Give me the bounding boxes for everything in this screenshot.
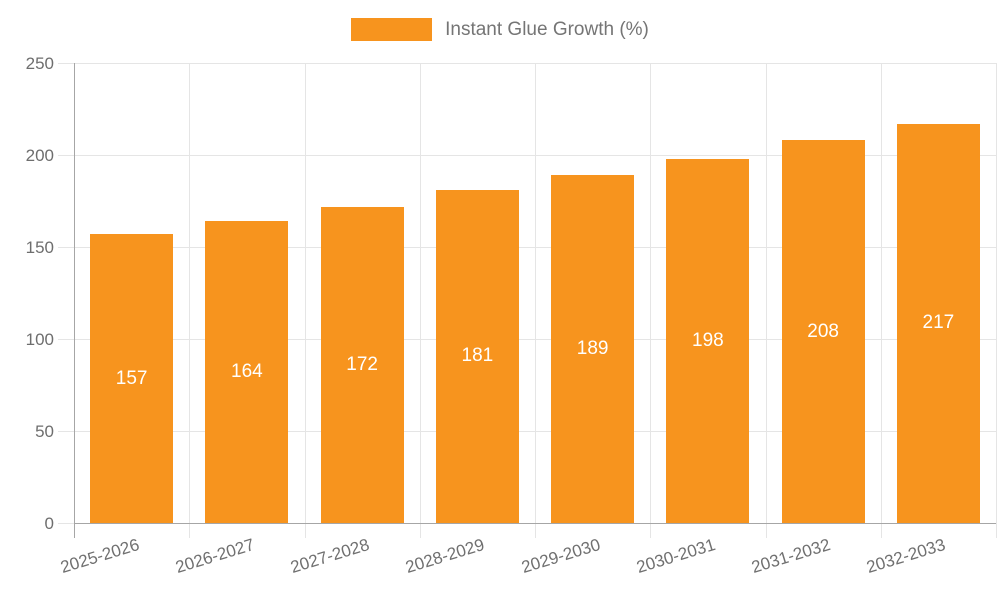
bar-value-label: 157 — [115, 367, 148, 389]
x-tick-mark — [765, 523, 767, 538]
y-tick-label: 100 — [25, 330, 54, 349]
x-gridline — [996, 63, 997, 523]
x-tick-mark — [419, 523, 421, 538]
bar[interactable]: 198 — [666, 158, 750, 523]
y-tick-mark — [58, 155, 74, 156]
bar[interactable]: 217 — [896, 123, 980, 523]
x-gridline — [419, 63, 421, 523]
x-gridline — [650, 63, 652, 523]
legend-label: Instant Glue Growth (%) — [445, 19, 649, 40]
bar[interactable]: 172 — [320, 206, 404, 523]
y-tick-mark — [58, 247, 74, 248]
bar[interactable]: 164 — [205, 221, 289, 523]
x-axis-line — [74, 523, 996, 524]
x-gridline — [880, 63, 882, 523]
bar-value-label: 208 — [807, 320, 839, 342]
x-gridline — [304, 63, 306, 523]
bar-value-label: 172 — [346, 353, 378, 375]
bar[interactable]: 181 — [435, 189, 519, 523]
y-tick-label: 150 — [25, 238, 54, 257]
bar-value-label: 198 — [692, 329, 724, 351]
y-tick-label: 250 — [25, 54, 54, 73]
y-tick-mark — [58, 339, 74, 340]
bar[interactable]: 208 — [781, 140, 865, 523]
x-gridline — [535, 63, 536, 523]
y-tick-label: 0 — [44, 514, 54, 533]
bar-value-label: 217 — [922, 312, 955, 334]
x-tick-mark — [304, 523, 306, 538]
bar[interactable]: 157 — [90, 234, 174, 523]
y-tick-label: 50 — [35, 422, 54, 441]
x-gridline — [189, 63, 191, 523]
y-tick-mark — [58, 523, 74, 524]
x-tick-mark — [535, 523, 536, 538]
bar[interactable]: 189 — [551, 175, 635, 523]
x-tick-mark — [650, 523, 652, 538]
y-tick-label: 200 — [25, 146, 54, 165]
x-tick-mark — [189, 523, 191, 538]
legend[interactable]: Instant Glue Growth (%) — [0, 18, 1000, 41]
bar-value-label: 189 — [576, 338, 609, 360]
bar-value-label: 164 — [231, 361, 263, 383]
legend-swatch — [351, 18, 433, 41]
x-tick-mark — [880, 523, 882, 538]
y-tick-mark — [58, 63, 74, 64]
x-gridline — [765, 63, 767, 523]
x-tick-mark — [996, 523, 997, 538]
bar-value-label: 181 — [461, 345, 494, 367]
plot-area: 157 164 172 181 189 198 208 217 — [58, 63, 997, 538]
y-tick-mark — [58, 431, 74, 432]
y-axis-line — [74, 63, 75, 538]
